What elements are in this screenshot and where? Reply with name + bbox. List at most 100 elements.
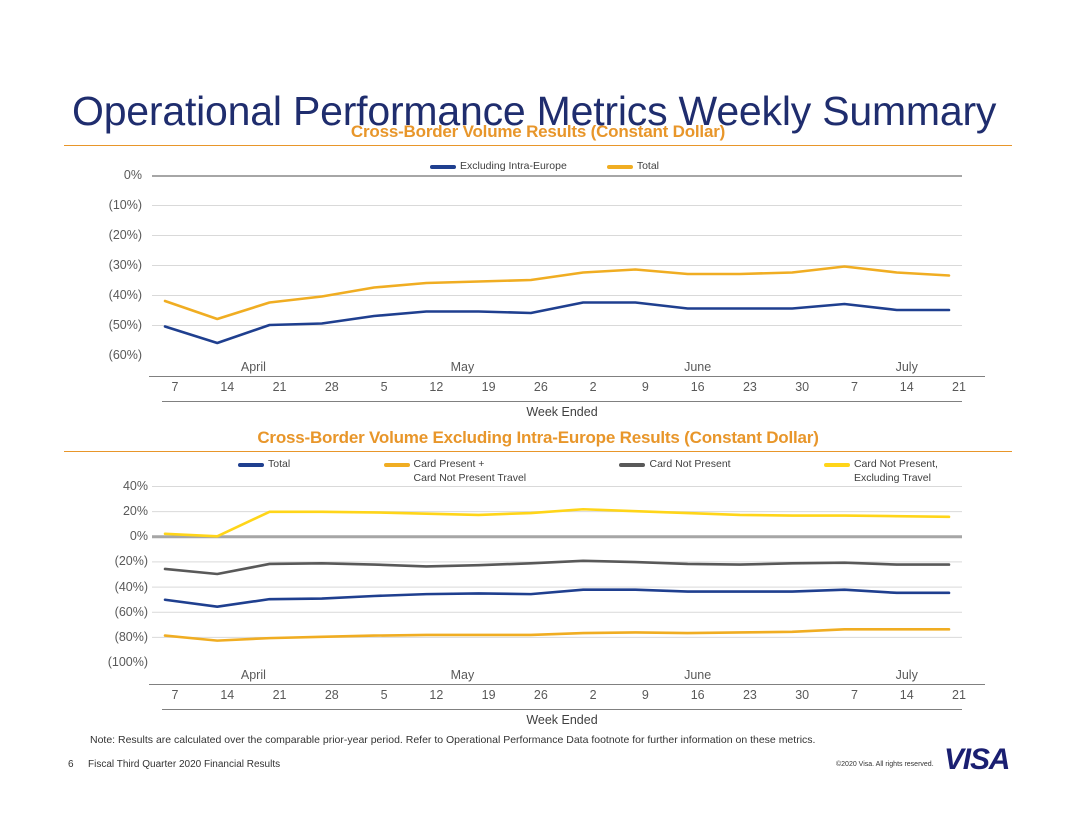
chart2-axis-baseline: [162, 709, 962, 710]
chart1-day-labels: 7 14 21 28 5 12 19 26 2 9 16 23 30 7 14 21: [162, 380, 966, 401]
day-tick-label: 7: [171, 688, 179, 702]
chart1-x-axis: April May June July 7 14 21 28 5 12 19 26 2 9 16 23 30 7…: [148, 360, 986, 419]
series-line-2: [163, 628, 951, 642]
legend-item-4: Card Not Present, Excluding Travel: [823, 457, 938, 485]
day-tick-label: 26: [533, 380, 548, 394]
day-tick-label: 16: [690, 380, 705, 394]
day-tick-label: 19: [481, 380, 496, 394]
chart2-title: Cross-Border Volume Excluding Intra-Euro…: [257, 428, 819, 447]
y-tick-label: 0%: [129, 529, 148, 544]
y-tick-label: (60%): [114, 604, 148, 619]
chart-svg: [152, 486, 962, 642]
day-tick-label: 7: [850, 380, 858, 394]
legend-label: Card Not Present, Excluding Travel: [853, 458, 938, 485]
y-tick-label: (100%): [107, 655, 148, 669]
chart1-x-axis-caption: Week Ended: [526, 405, 598, 419]
chart2-day-labels: 7 14 21 28 5 12 19 26 2 9 16 23 30 7 14 21: [162, 688, 966, 709]
chart1-legend: Excluding Intra-Europe Total: [430, 159, 659, 173]
day-tick-label: 9: [641, 380, 649, 394]
chart2-plot-area: [152, 486, 962, 662]
day-tick-label: 2: [589, 380, 597, 394]
chart1-plot-area: [152, 175, 962, 355]
day-tick-label: 5: [380, 380, 388, 394]
month-label: July: [828, 360, 986, 377]
legend-swatch-icon: [238, 463, 264, 467]
legend-item-3: Card Not Present: [619, 457, 731, 471]
legend-item-2: Total: [606, 159, 659, 173]
day-tick-label: 19: [481, 688, 496, 702]
chart1-axis-baseline: [162, 401, 962, 402]
legend-swatch-icon: [606, 165, 633, 169]
y-tick-label: (50%): [108, 318, 142, 332]
day-tick-label: 5: [380, 688, 388, 702]
legend-label: Card Present + Card Not Present Travel: [413, 458, 527, 485]
legend-swatch-icon: [383, 463, 410, 467]
chart1-y-axis-labels: 0% (10%) (20%) (30%) (40%) (50%) (60%): [90, 168, 142, 362]
chart1-month-labels: April May June July: [148, 360, 986, 380]
legend-swatch-icon: [823, 463, 850, 467]
legend-label: Excluding Intra-Europe: [460, 160, 567, 172]
y-tick-label: (20%): [108, 228, 142, 242]
legend-item-1: Total: [238, 457, 290, 471]
y-tick-label: (40%): [108, 288, 142, 302]
legend-item-1: Excluding Intra-Europe: [430, 159, 567, 173]
chart2-y-axis-labels: 40% 20% 0% (20%) (40%) (60%) (80%) (100%): [88, 479, 148, 669]
day-tick-label: 28: [324, 688, 339, 702]
footer-label: Fiscal Third Quarter 2020 Financial Resu…: [88, 759, 281, 770]
y-tick-label: (40%): [114, 579, 148, 594]
month-label: June: [567, 360, 829, 377]
copyright-text: ©2020 Visa. All rights reserved.: [836, 761, 934, 768]
day-tick-label: 30: [795, 380, 810, 394]
day-tick-label: 2: [589, 688, 597, 702]
y-tick-label: (20%): [114, 554, 148, 569]
series-line-4: [163, 507, 951, 538]
day-tick-label: 12: [429, 380, 444, 394]
y-tick-label: 0%: [123, 168, 142, 182]
chart2-legend: Total Card Present + Card Not Present Tra…: [238, 457, 938, 485]
day-tick-label: 30: [795, 688, 810, 702]
month-label: May: [357, 360, 567, 377]
series-line-2: [163, 265, 951, 321]
chart1-title: Cross-Border Volume Results (Constant Do…: [350, 122, 726, 141]
chart2-section-header: Cross-Border Volume Excluding Intra-Euro…: [64, 428, 1012, 452]
day-tick-label: 7: [850, 688, 858, 702]
day-tick-label: 14: [220, 688, 235, 702]
month-label: June: [567, 668, 829, 685]
chart2-x-axis: April May June July 7 14 21 28 5 12 19 26 2 9 16 23 30 7…: [148, 668, 986, 727]
y-tick-label: 20%: [122, 504, 148, 519]
series-line-3: [163, 559, 951, 576]
y-tick-label: (10%): [108, 198, 142, 212]
month-label: April: [148, 668, 358, 685]
legend-label: Total: [268, 458, 291, 470]
chart2-x-axis-caption: Week Ended: [526, 713, 598, 727]
page-number: 6: [68, 759, 74, 770]
chart2-title-rule: [64, 451, 1012, 452]
day-tick-label: 28: [324, 380, 339, 394]
day-tick-label: 23: [742, 380, 757, 394]
legend-swatch-icon: [619, 463, 646, 467]
day-tick-label: 9: [641, 688, 649, 702]
chart2-month-labels: April May June July: [148, 668, 986, 688]
day-tick-label: 14: [220, 380, 235, 394]
month-label: April: [148, 360, 358, 377]
legend-item-2: Card Present + Card Not Present Travel: [383, 457, 527, 485]
chart1-title-rule: [64, 145, 1012, 146]
day-tick-label: 21: [272, 380, 287, 394]
y-tick-label: (30%): [108, 258, 142, 272]
footnote: Note: Results are calculated over the co…: [90, 734, 816, 746]
month-label: May: [357, 668, 567, 685]
day-tick-label: 21: [952, 380, 966, 394]
day-tick-label: 21: [952, 688, 966, 702]
day-tick-label: 14: [899, 688, 914, 702]
day-tick-label: 21: [272, 688, 287, 702]
day-tick-label: 26: [533, 688, 548, 702]
series-line-1: [163, 588, 951, 608]
legend-label: Total: [636, 160, 659, 172]
legend-swatch-icon: [430, 165, 456, 169]
visa-logo: VISA: [944, 743, 1010, 776]
chart1-section-header: Cross-Border Volume Results (Constant Do…: [64, 122, 1012, 146]
y-tick-label: 40%: [122, 479, 148, 493]
day-tick-label: 14: [899, 380, 914, 394]
day-tick-label: 23: [742, 688, 757, 702]
